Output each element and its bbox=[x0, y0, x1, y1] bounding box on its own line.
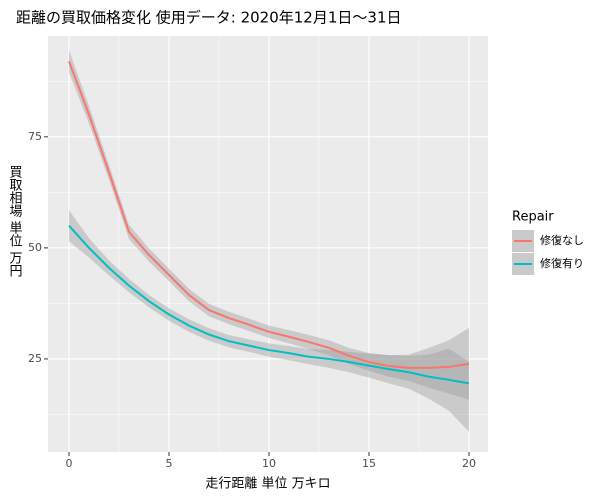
y-tick-label: 50 bbox=[28, 241, 42, 254]
y-tick-label: 25 bbox=[28, 352, 42, 365]
confidence-band bbox=[69, 50, 469, 400]
y-axis-title: 買取相場 単位 万円 bbox=[7, 165, 23, 278]
series-line bbox=[68, 60, 470, 369]
x-axis-title: 走行距離 単位 万キロ bbox=[205, 476, 330, 492]
x-tick-label: 15 bbox=[362, 457, 376, 470]
chart-title: 距離の買取価格変化 使用データ: 2020年12月1日～31日 bbox=[16, 9, 401, 27]
x-tick-label: 0 bbox=[66, 457, 73, 470]
x-tick-label: 20 bbox=[462, 457, 476, 470]
confidence-band bbox=[69, 210, 469, 432]
y-tick-label: 75 bbox=[28, 130, 42, 143]
legend-title: Repair bbox=[512, 210, 554, 225]
legend-label: 修復有り bbox=[540, 256, 584, 270]
panel bbox=[48, 36, 488, 452]
x-tick-label: 10 bbox=[262, 457, 276, 470]
series-line bbox=[68, 225, 470, 385]
x-tick-label: 5 bbox=[166, 457, 173, 470]
legend-label: 修復なし bbox=[540, 233, 584, 247]
